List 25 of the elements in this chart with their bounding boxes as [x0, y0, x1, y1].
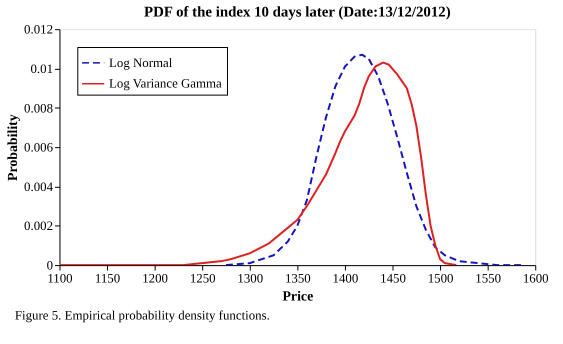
chart-title: PDF of the index 10 days later (Date:13/12/2012)	[144, 4, 451, 20]
x-tick-label: 1400	[332, 271, 358, 286]
y-axis-title: Probability	[6, 114, 22, 182]
y-tick-label: 0.002	[24, 219, 54, 234]
legend-label: Log Normal	[109, 56, 173, 70]
x-tick-label: 1100	[47, 271, 73, 286]
caption: Figure 5. Empirical probability density functions.	[14, 308, 270, 323]
y-tick-label: 0.01	[30, 62, 54, 76]
x-tick-label: 1300	[237, 271, 264, 286]
x-tick-label: 1450	[380, 271, 406, 286]
x-tick-label: 1200	[142, 271, 168, 286]
y-tick-label: 0.006	[24, 140, 54, 155]
x-tick-label: 1550	[475, 271, 502, 286]
y-tick-label: 0.004	[24, 180, 54, 194]
x-tick-label: 1350	[284, 271, 311, 286]
x-tick-label: 1250	[190, 271, 216, 286]
y-tick-label: 0.012	[24, 22, 54, 37]
x-tick-label: 1500	[428, 271, 454, 286]
x-tick-label: 1150	[94, 271, 120, 286]
line-series	[225, 54, 522, 266]
y-tick-label: 0	[46, 258, 54, 273]
x-tick-label: 1600	[522, 271, 549, 286]
legend-label: Log Variance Gamma	[109, 76, 222, 91]
x-axis-title: Price	[282, 289, 314, 304]
y-tick-label: 0.008	[24, 101, 54, 116]
